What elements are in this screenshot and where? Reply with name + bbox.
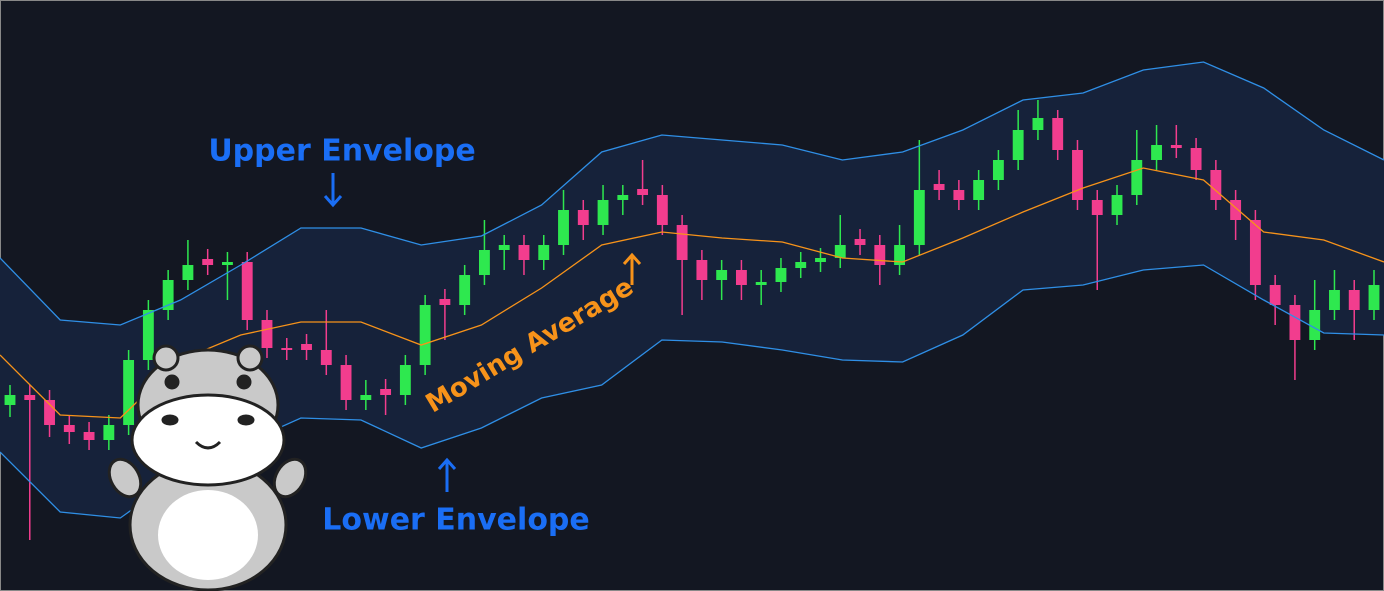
candle-body [301,344,312,350]
candle-body [953,190,965,200]
candle-body [538,245,550,260]
candle-body [795,262,807,268]
candle-body [874,245,886,265]
candle-body [162,280,174,310]
candle-body [696,260,708,280]
candle-body [913,190,925,245]
candle-body [1210,170,1222,200]
plot-area [0,61,1384,540]
candle-body [1131,160,1143,195]
candle-body [103,425,115,440]
candle-body [142,310,154,360]
candle-body [755,282,767,285]
candle-body [1111,195,1123,215]
candle-body [320,350,332,365]
candle-body [775,268,787,282]
candle-body [380,389,392,395]
candle-body [656,195,668,225]
candle-body [518,245,530,260]
candle-body [1151,145,1162,160]
candle-body [1230,200,1242,220]
candle-body [1072,150,1083,200]
candle-body [360,395,372,400]
candle-body [1289,305,1301,340]
candle-body [973,180,985,200]
candle-body [261,320,273,348]
candle-body [419,305,431,365]
candle-body [617,195,629,200]
candle-body [202,259,214,265]
candle-body [1190,148,1202,170]
candle-body [1091,200,1103,215]
candle-body [558,210,569,245]
candle-body [1052,118,1064,150]
candle-body [676,225,688,260]
upper-envelope-label: Upper Envelope [208,134,475,169]
candle-body [399,365,411,395]
candle-body [834,245,846,258]
candle-body [83,432,95,440]
candle-body [123,360,135,425]
candle-body [459,275,471,305]
candle-body [854,239,866,245]
candle-body [241,262,253,320]
lower-envelope-label: Lower Envelope [322,503,590,538]
candle-body [1170,145,1182,148]
candle-body [439,299,451,305]
envelope-line [0,61,1384,326]
candle-body [1329,290,1340,310]
candle-body [1348,290,1360,310]
candle-body [637,189,649,195]
candle-body [1368,285,1380,310]
candle-body [933,184,945,190]
upper-arrow [323,173,343,208]
candle-body [1309,310,1321,340]
candle-body [992,160,1004,180]
candle-body [1249,220,1261,285]
candle-body [577,210,589,225]
candle-body [222,262,233,265]
candle-body [894,245,906,265]
candle-body [63,425,75,432]
candle-body [815,258,826,262]
ma-arrow [622,252,642,285]
candle-body [735,270,747,285]
envelope-line [0,167,1384,419]
candle-body [340,365,352,400]
candle-body [1269,285,1281,305]
candle-body [281,348,293,350]
candle-body [44,400,55,425]
candle-body [4,395,16,405]
lower-arrow [437,457,457,492]
candle-body [716,270,728,280]
candle-body [182,265,194,280]
candle-body [1012,130,1024,160]
candle-body [478,250,490,275]
candle-body [597,200,609,225]
mascot [107,344,308,591]
candle-body [1032,118,1044,130]
candle-body [498,245,510,250]
candle-body [24,395,36,400]
